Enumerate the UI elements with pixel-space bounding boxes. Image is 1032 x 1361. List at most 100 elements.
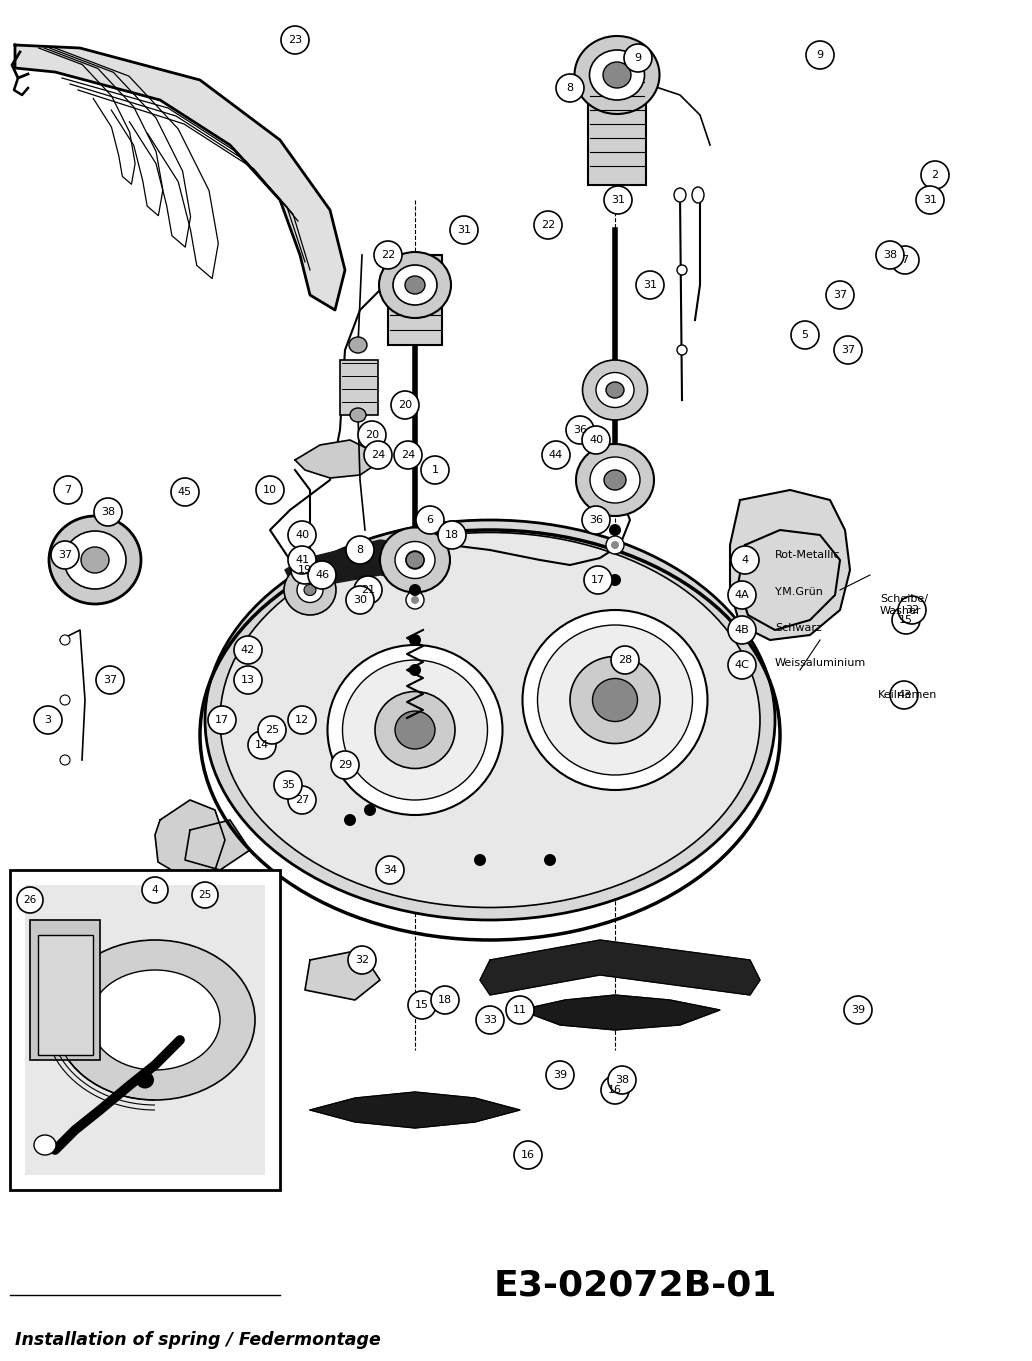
Text: 13: 13: [241, 675, 255, 685]
Circle shape: [234, 666, 262, 694]
Text: 23: 23: [288, 35, 302, 45]
Circle shape: [409, 664, 421, 676]
Ellipse shape: [375, 691, 455, 769]
Text: 29: 29: [337, 759, 352, 770]
Circle shape: [17, 887, 43, 913]
Polygon shape: [15, 45, 345, 310]
Ellipse shape: [592, 679, 638, 721]
Ellipse shape: [395, 542, 436, 578]
Text: 36: 36: [573, 425, 587, 436]
Text: 7: 7: [64, 485, 71, 495]
Circle shape: [308, 561, 336, 589]
Polygon shape: [520, 995, 720, 1030]
Circle shape: [288, 706, 316, 734]
Circle shape: [60, 755, 70, 765]
Text: 26: 26: [24, 896, 36, 905]
Text: 17: 17: [215, 715, 229, 725]
Circle shape: [94, 498, 122, 525]
Text: 36: 36: [589, 514, 603, 525]
Circle shape: [208, 706, 236, 734]
Circle shape: [609, 524, 621, 536]
Text: 9: 9: [635, 53, 642, 63]
Text: 14: 14: [255, 740, 269, 750]
Text: 4: 4: [741, 555, 748, 565]
Text: 34: 34: [383, 866, 397, 875]
Ellipse shape: [393, 265, 437, 305]
Ellipse shape: [90, 970, 220, 1070]
Ellipse shape: [395, 710, 436, 749]
Ellipse shape: [596, 373, 634, 407]
Ellipse shape: [590, 457, 640, 504]
Circle shape: [916, 186, 944, 214]
Text: 10: 10: [263, 485, 277, 495]
Text: 37: 37: [58, 550, 72, 559]
Text: 2: 2: [932, 170, 938, 180]
Text: 35: 35: [281, 780, 295, 789]
Circle shape: [374, 241, 402, 269]
Circle shape: [604, 186, 632, 214]
Polygon shape: [155, 800, 225, 878]
Text: Installation of spring / Federmontage: Installation of spring / Federmontage: [15, 1331, 381, 1349]
Ellipse shape: [570, 656, 660, 743]
Text: 21: 21: [361, 585, 375, 595]
Ellipse shape: [379, 252, 451, 318]
Ellipse shape: [49, 516, 141, 604]
Bar: [388, 255, 442, 344]
Circle shape: [506, 996, 534, 1023]
Text: 37: 37: [833, 290, 847, 299]
Text: 31: 31: [643, 280, 657, 290]
Text: 31: 31: [923, 195, 937, 206]
Circle shape: [624, 44, 652, 72]
Circle shape: [411, 557, 419, 563]
Text: 4: 4: [152, 885, 158, 896]
Circle shape: [582, 506, 610, 534]
Text: 37: 37: [841, 344, 856, 355]
Ellipse shape: [582, 361, 647, 421]
Circle shape: [288, 521, 316, 548]
Text: 6: 6: [426, 514, 433, 525]
Text: 30: 30: [353, 595, 367, 606]
Text: 38: 38: [615, 1075, 630, 1085]
Text: 20: 20: [398, 400, 412, 410]
Circle shape: [898, 596, 926, 623]
Circle shape: [892, 606, 920, 634]
Circle shape: [171, 478, 199, 506]
Text: 25: 25: [265, 725, 279, 735]
Text: 38: 38: [101, 508, 115, 517]
Text: Schwarz: Schwarz: [775, 623, 821, 633]
Text: 40: 40: [589, 436, 603, 445]
Ellipse shape: [604, 470, 626, 490]
Circle shape: [34, 706, 62, 734]
Circle shape: [54, 476, 82, 504]
Circle shape: [364, 441, 392, 470]
Ellipse shape: [34, 1135, 56, 1155]
Text: 1: 1: [431, 465, 439, 475]
Circle shape: [611, 542, 619, 548]
Circle shape: [411, 596, 419, 604]
Text: 46: 46: [315, 570, 329, 580]
Circle shape: [606, 536, 624, 554]
Text: 20: 20: [365, 430, 379, 440]
Circle shape: [409, 584, 421, 596]
Bar: [10, 870, 280, 1190]
Text: 4A: 4A: [735, 591, 749, 600]
Circle shape: [921, 161, 949, 189]
Bar: [25, 885, 265, 1175]
Ellipse shape: [304, 584, 316, 596]
Circle shape: [406, 591, 424, 608]
Circle shape: [891, 246, 920, 274]
Ellipse shape: [589, 50, 645, 99]
Circle shape: [358, 421, 386, 449]
Circle shape: [431, 985, 459, 1014]
Circle shape: [376, 856, 404, 885]
Text: 39: 39: [851, 1004, 865, 1015]
Polygon shape: [310, 1092, 520, 1128]
Ellipse shape: [55, 940, 255, 1100]
Bar: [30, 920, 100, 1060]
Text: 16: 16: [608, 1085, 622, 1096]
Circle shape: [409, 634, 421, 646]
Ellipse shape: [606, 382, 624, 397]
Text: Keilriemen: Keilriemen: [878, 690, 937, 700]
Ellipse shape: [538, 625, 692, 774]
Ellipse shape: [284, 565, 336, 615]
